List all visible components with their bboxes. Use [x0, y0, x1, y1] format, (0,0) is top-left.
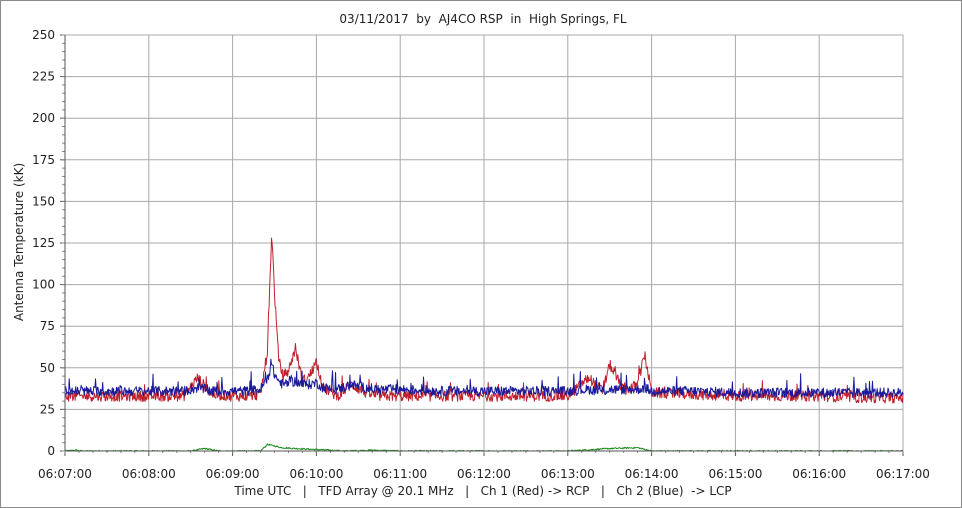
x-tick-label: 06:07:00	[38, 467, 92, 481]
x-tick-label: 06:08:00	[122, 467, 176, 481]
y-tick-label: 175	[32, 153, 55, 167]
x-tick-label: 06:11:00	[373, 467, 427, 481]
x-tick-label: 06:17:00	[876, 467, 930, 481]
y-tick-label: 25	[40, 402, 55, 416]
x-tick-label: 06:16:00	[792, 467, 846, 481]
chart-title: 03/11/2017 by AJ4CO RSP in High Springs,…	[339, 12, 626, 26]
series-line-ch2	[64, 358, 904, 399]
x-tick-label: 06:15:00	[708, 467, 762, 481]
grid-lines	[64, 34, 904, 452]
y-axis-label: Antenna Temperature (kK)	[12, 163, 26, 321]
x-tick-label: 06:12:00	[457, 467, 511, 481]
y-tick-label: 100	[32, 278, 55, 292]
y-tick-label: 125	[32, 236, 55, 250]
y-tick-label: 50	[40, 361, 55, 375]
x-tick-label: 06:09:00	[206, 467, 260, 481]
y-tick-label: 225	[32, 70, 55, 84]
y-tick-label: 150	[32, 194, 55, 208]
x-tick-label: 06:10:00	[289, 467, 343, 481]
y-tick-label: 200	[32, 111, 55, 125]
y-tick-label: 0	[47, 444, 55, 458]
x-tick-label: 06:13:00	[541, 467, 595, 481]
y-tick-label: 75	[40, 319, 55, 333]
y-tick-label: 250	[32, 28, 55, 42]
axes: 06:07:00 06:08:00 06:09:00 06:10:00 06:11:00…	[32, 28, 930, 481]
x-tick-label: 06:14:00	[625, 467, 679, 481]
x-axis-label: Time UTC | TFD Array @ 20.1 MHz | Ch 1 (…	[233, 484, 731, 498]
